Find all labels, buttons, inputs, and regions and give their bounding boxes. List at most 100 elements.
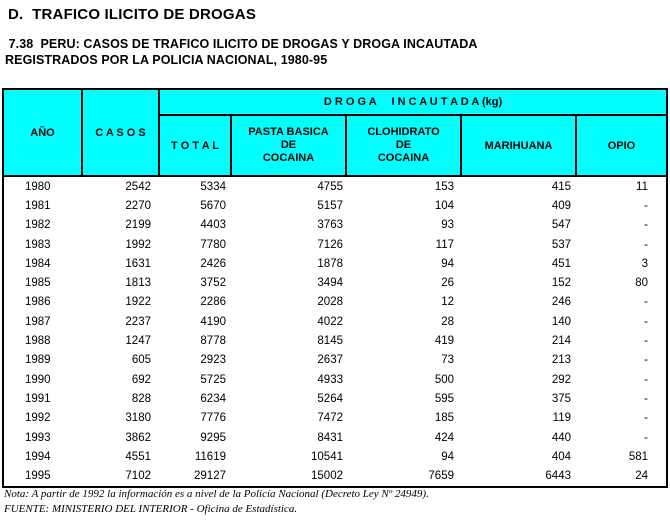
section-title: D. TRAFICO ILICITO DE DROGAS: [8, 6, 257, 23]
year-cell: 1980: [3, 176, 82, 197]
table-row: 1994 4551 11619 10541 94 404 581: [3, 447, 667, 467]
value-cell: -: [576, 350, 667, 370]
value-cell: -: [576, 196, 667, 216]
header-group-row: AÑO C A S O S D R O G A I N C A U T A D …: [2, 88, 668, 177]
year-cell: 1991: [3, 389, 82, 409]
header-cols-row: T O T A L PASTA BASICA DE COCAINA CLOHID…: [3, 114, 668, 177]
value-cell: 4933: [231, 369, 346, 390]
col-header-pasta-basica: PASTA BASICA DE COCAINA: [230, 114, 347, 177]
col-header-marihuana: MARIHUANA: [460, 114, 577, 177]
value-cell: 3: [576, 254, 667, 274]
value-cell: 3862: [82, 427, 159, 448]
value-cell: 4551: [82, 447, 159, 467]
table-title-line2: REGISTRADOS POR LA POLICIA NACIONAL, 198…: [5, 53, 328, 67]
value-cell: 1922: [82, 292, 159, 313]
year-cell: 1994: [3, 447, 82, 467]
value-cell: 185: [346, 408, 461, 428]
value-cell: 8778: [159, 331, 231, 351]
col-group-droga-incautada: D R O G A I N C A U T A D A (kg): [158, 88, 668, 116]
value-cell: 5334: [159, 176, 231, 197]
value-cell: -: [576, 292, 667, 313]
table-row: 1986 1922 2286 2028 12 246-: [3, 292, 667, 313]
table-row: 1982 2199 4403 3763 93 547-: [3, 215, 667, 235]
table-row: 1993 3862 9295 8431 424 440-: [3, 427, 667, 448]
value-cell: 2028: [231, 292, 346, 313]
value-cell: 2542: [82, 176, 159, 197]
value-cell: 12: [346, 292, 461, 313]
value-cell: 537: [461, 234, 576, 255]
value-cell: 1878: [231, 254, 346, 274]
table-row: 1988 1247 8778 8145 419 214-: [3, 331, 667, 351]
value-cell: 292: [461, 369, 576, 390]
value-cell: 2199: [82, 215, 159, 235]
value-cell: 2237: [82, 312, 159, 332]
value-cell: 1247: [82, 331, 159, 351]
value-cell: 4755: [231, 176, 346, 197]
value-cell: 409: [461, 196, 576, 216]
year-cell: 1993: [3, 427, 82, 448]
value-cell: 26: [346, 273, 461, 293]
year-cell: 1992: [3, 408, 82, 428]
table-row: 1987 2237 4190 4022 28 140-: [3, 312, 667, 332]
col-header-clohidrato: CLOHIDRATO DE COCAINA: [345, 114, 462, 177]
value-cell: 7126: [231, 234, 346, 255]
value-cell: -: [576, 427, 667, 448]
value-cell: -: [576, 312, 667, 332]
value-cell: 94: [346, 254, 461, 274]
value-cell: 11: [576, 176, 667, 197]
value-cell: 547: [461, 215, 576, 235]
year-cell: 1983: [3, 234, 82, 255]
year-cell: 1984: [3, 254, 82, 274]
value-cell: 581: [576, 447, 667, 467]
value-cell: 2923: [159, 350, 231, 370]
value-cell: 5157: [231, 196, 346, 216]
col-header-anio: AÑO: [2, 88, 83, 177]
year-cell: 1981: [3, 196, 82, 216]
table-body: 1980 2542 5334 4755 153 415 11 1981 2270 5670 5157…: [3, 176, 667, 487]
value-cell: 7659: [346, 466, 461, 487]
value-cell: 828: [82, 389, 159, 409]
table-row: 1984 1631 2426 1878 94 451 3: [3, 254, 667, 274]
value-cell: 246: [461, 292, 576, 313]
value-cell: 375: [461, 389, 576, 409]
value-cell: 4190: [159, 312, 231, 332]
table-row: 1985 1813 3752 3494 26 152 80: [3, 273, 667, 293]
value-cell: 7780: [159, 234, 231, 255]
value-cell: 440: [461, 427, 576, 448]
value-cell: 419: [346, 331, 461, 351]
value-cell: 2270: [82, 196, 159, 216]
value-cell: -: [576, 389, 667, 409]
value-cell: 3763: [231, 215, 346, 235]
value-cell: 152: [461, 273, 576, 293]
value-cell: 451: [461, 254, 576, 274]
value-cell: 9295: [159, 427, 231, 448]
value-cell: 94: [346, 447, 461, 467]
value-cell: 29127: [159, 466, 231, 487]
value-cell: 6234: [159, 389, 231, 409]
value-cell: 404: [461, 447, 576, 467]
value-cell: 8431: [231, 427, 346, 448]
value-cell: 213: [461, 350, 576, 370]
value-cell: 605: [82, 350, 159, 370]
value-cell: 1813: [82, 273, 159, 293]
col-header-casos: C A S O S: [81, 88, 160, 177]
value-cell: 595: [346, 389, 461, 409]
value-cell: 140: [461, 312, 576, 332]
value-cell: 80: [576, 273, 667, 293]
year-cell: 1986: [3, 292, 82, 313]
table-row: 1995 7102 29127 15002 7659 6443 24: [3, 466, 667, 487]
value-cell: 28: [346, 312, 461, 332]
value-cell: 1992: [82, 234, 159, 255]
value-cell: 2426: [159, 254, 231, 274]
year-cell: 1985: [3, 273, 82, 293]
value-cell: -: [576, 234, 667, 255]
value-cell: 4022: [231, 312, 346, 332]
year-cell: 1989: [3, 350, 82, 370]
table-row: 1992 3180 7776 7472 185 119-: [3, 408, 667, 428]
value-cell: 5725: [159, 369, 231, 390]
value-cell: 10541: [231, 447, 346, 467]
table-row: 1989 605 2923 2637 73 213-: [3, 350, 667, 370]
year-cell: 1988: [3, 331, 82, 351]
value-cell: -: [576, 331, 667, 351]
table-row: 1981 2270 5670 5157 104 409-: [3, 196, 667, 216]
